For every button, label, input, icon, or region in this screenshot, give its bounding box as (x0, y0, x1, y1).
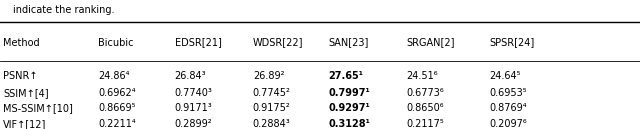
Text: 0.3128¹: 0.3128¹ (328, 119, 370, 129)
Text: 0.2899²: 0.2899² (175, 119, 212, 129)
Text: 26.89²: 26.89² (253, 71, 284, 81)
Text: Method: Method (3, 38, 40, 48)
Text: 0.8669⁵: 0.8669⁵ (98, 103, 136, 113)
Text: 0.6962⁴: 0.6962⁴ (98, 88, 136, 98)
Text: 0.8769⁴: 0.8769⁴ (490, 103, 527, 113)
Text: 0.9297¹: 0.9297¹ (328, 103, 370, 113)
Text: 27.65¹: 27.65¹ (328, 71, 364, 81)
Text: WDSR[22]: WDSR[22] (253, 38, 303, 48)
Text: SSIM↑[4]: SSIM↑[4] (3, 88, 49, 98)
Text: SPSR[24]: SPSR[24] (490, 38, 535, 48)
Text: 0.9171³: 0.9171³ (175, 103, 212, 113)
Text: Bicubic: Bicubic (98, 38, 133, 48)
Text: 0.2884³: 0.2884³ (253, 119, 291, 129)
Text: 0.2117⁵: 0.2117⁵ (406, 119, 444, 129)
Text: 0.6773⁶: 0.6773⁶ (406, 88, 444, 98)
Text: SRGAN[2]: SRGAN[2] (406, 38, 455, 48)
Text: 24.51⁶: 24.51⁶ (406, 71, 438, 81)
Text: PSNR↑: PSNR↑ (3, 71, 38, 81)
Text: EDSR[21]: EDSR[21] (175, 38, 221, 48)
Text: VIF↑[12]: VIF↑[12] (3, 119, 47, 129)
Text: 24.86⁴: 24.86⁴ (98, 71, 129, 81)
Text: MS-SSIM↑[10]: MS-SSIM↑[10] (3, 103, 73, 113)
Text: 0.7740³: 0.7740³ (175, 88, 212, 98)
Text: 0.2097⁶: 0.2097⁶ (490, 119, 527, 129)
Text: indicate the ranking.: indicate the ranking. (13, 5, 115, 15)
Text: 0.9175²: 0.9175² (253, 103, 291, 113)
Text: 26.84³: 26.84³ (175, 71, 206, 81)
Text: 0.6953⁵: 0.6953⁵ (490, 88, 527, 98)
Text: 24.64⁵: 24.64⁵ (490, 71, 521, 81)
Text: 0.2211⁴: 0.2211⁴ (98, 119, 136, 129)
Text: 0.8650⁶: 0.8650⁶ (406, 103, 444, 113)
Text: 0.7997¹: 0.7997¹ (328, 88, 370, 98)
Text: SAN[23]: SAN[23] (328, 38, 369, 48)
Text: 0.7745²: 0.7745² (253, 88, 291, 98)
